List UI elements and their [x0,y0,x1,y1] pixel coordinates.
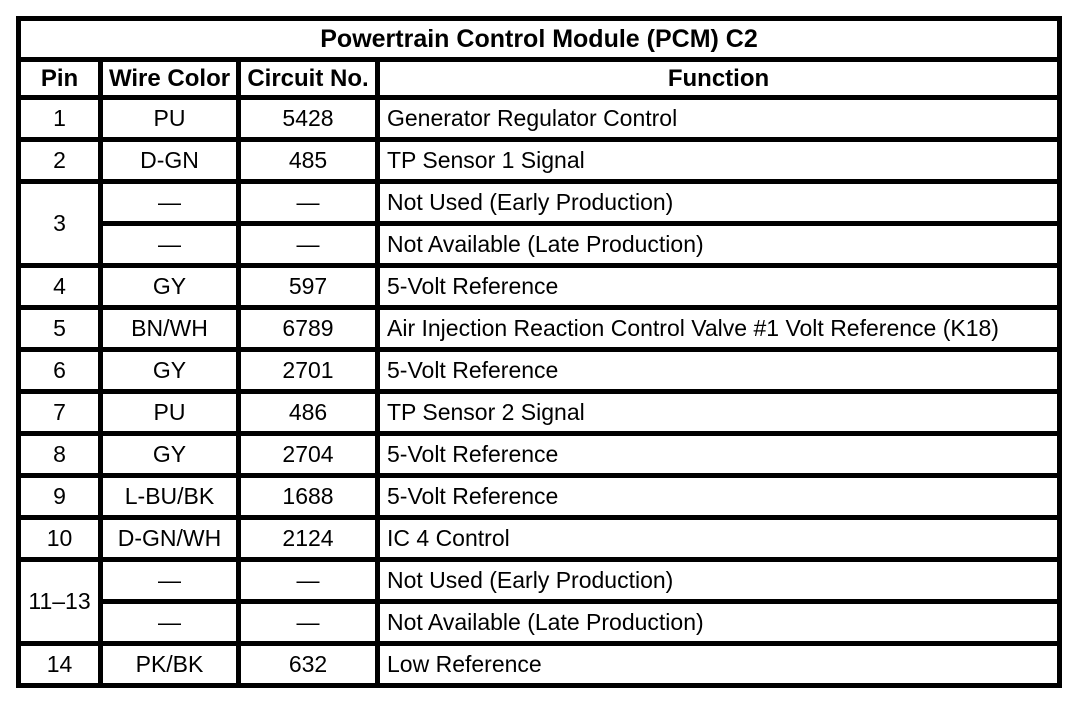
cell-pin: 4 [16,263,103,310]
cell-circuit-no: 6789 [236,305,380,352]
cell-circuit-no: 2704 [236,431,380,478]
cell-pin: 14 [16,641,103,688]
table-row: 8 GY 2704 5-Volt Reference [16,431,1062,478]
cell-function: Low Reference [375,641,1062,688]
table-header-row: Pin Wire Color Circuit No. Function [16,57,1062,100]
cell-circuit-no: — [236,599,380,646]
cell-circuit-no: — [236,179,380,226]
cell-circuit-no: 2701 [236,347,380,394]
table-title-row: Powertrain Control Module (PCM) C2 [16,16,1062,62]
cell-function: Not Used (Early Production) [375,179,1062,226]
cell-wire-color: GY [98,431,241,478]
cell-function: TP Sensor 1 Signal [375,137,1062,184]
cell-wire-color: GY [98,347,241,394]
cell-wire-color: D-GN [98,137,241,184]
cell-function: 5-Volt Reference [375,473,1062,520]
cell-pin: 9 [16,473,103,520]
cell-circuit-no: 485 [236,137,380,184]
cell-pin: 8 [16,431,103,478]
cell-wire-color: PU [98,389,241,436]
cell-pin: 3 [16,179,103,268]
table-row: 14 PK/BK 632 Low Reference [16,641,1062,688]
cell-circuit-no: 486 [236,389,380,436]
table-row: — — Not Available (Late Production) [19,599,1062,646]
table-row: 9 L-BU/BK 1688 5-Volt Reference [16,473,1062,520]
cell-pin: 5 [16,305,103,352]
cell-wire-color: — [98,221,241,268]
cell-function: Air Injection Reaction Control Valve #1 … [375,305,1062,352]
cell-function: 5-Volt Reference [375,263,1062,310]
cell-function: Generator Regulator Control [375,95,1062,142]
pcm-c2-pinout-table: Powertrain Control Module (PCM) C2 Pin W… [16,16,1062,688]
cell-circuit-no: 5428 [236,95,380,142]
cell-circuit-no: — [236,557,380,604]
cell-function: Not Used (Early Production) [375,557,1062,604]
cell-wire-color: PK/BK [98,641,241,688]
cell-pin: 2 [16,137,103,184]
table-row: 1 PU 5428 Generator Regulator Control [16,95,1062,142]
cell-wire-color: — [98,179,241,226]
cell-pin: 7 [16,389,103,436]
table-title: Powertrain Control Module (PCM) C2 [16,16,1062,62]
cell-function: Not Available (Late Production) [375,221,1062,268]
cell-wire-color: D-GN/WH [98,515,241,562]
cell-wire-color: BN/WH [98,305,241,352]
cell-circuit-no: 632 [236,641,380,688]
cell-pin: 11–13 [16,557,103,646]
cell-wire-color: L-BU/BK [98,473,241,520]
column-header-function: Function [375,57,1062,100]
table-row: 7 PU 486 TP Sensor 2 Signal [16,389,1062,436]
cell-pin: 1 [16,95,103,142]
table-row: — — Not Available (Late Production) [19,221,1062,268]
table-row: 2 D-GN 485 TP Sensor 1 Signal [16,137,1062,184]
column-header-circuit-no: Circuit No. [236,57,380,100]
cell-function: TP Sensor 2 Signal [375,389,1062,436]
cell-pin: 10 [16,515,103,562]
cell-function: Not Available (Late Production) [375,599,1062,646]
cell-circuit-no: 1688 [236,473,380,520]
cell-circuit-no: 597 [236,263,380,310]
cell-function: 5-Volt Reference [375,431,1062,478]
cell-wire-color: PU [98,95,241,142]
cell-wire-color: — [98,599,241,646]
pcm-c2-table-container: Powertrain Control Module (PCM) C2 Pin W… [16,16,1062,688]
cell-function: 5-Volt Reference [375,347,1062,394]
table-row: 11–13— — Not Used (Early Production) [16,557,1062,646]
cell-circuit-no: — [236,221,380,268]
table-row: 10 D-GN/WH 2124 IC 4 Control [16,515,1062,562]
cell-circuit-no: 2124 [236,515,380,562]
column-header-pin: Pin [16,57,103,100]
table-row: 5 BN/WH 6789 Air Injection Reaction Control… [16,305,1062,352]
column-header-wire-color: Wire Color [98,57,241,100]
table-row: 4 GY 597 5-Volt Reference [16,263,1062,310]
cell-wire-color: GY [98,263,241,310]
cell-pin: 6 [16,347,103,394]
table-row: 3— — Not Used (Early Production) [16,179,1062,268]
table-row: 6 GY 2701 5-Volt Reference [16,347,1062,394]
cell-function: IC 4 Control [375,515,1062,562]
cell-wire-color: — [98,557,241,604]
table-body: 1 PU 5428 Generator Regulator Control 2 D-GN 4… [16,95,1062,688]
